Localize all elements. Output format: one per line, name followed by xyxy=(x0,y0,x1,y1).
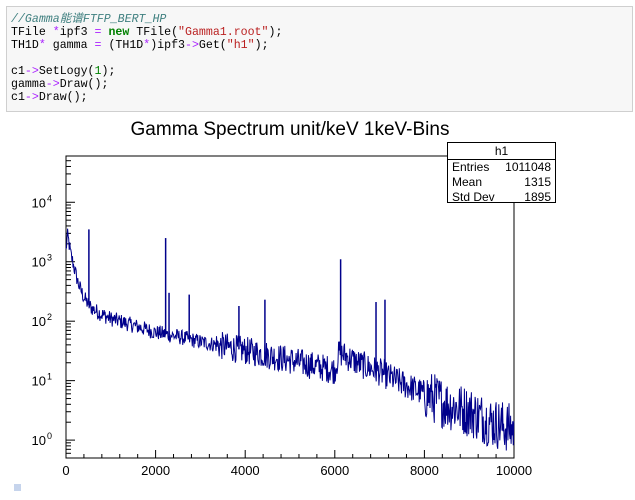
code-token: TFile( xyxy=(129,26,179,39)
code-token: ); xyxy=(101,65,116,78)
stats-label: Entries xyxy=(452,160,490,174)
y-tick-label: 10 xyxy=(32,433,46,448)
stats-label: Mean xyxy=(452,175,483,189)
x-tick-labels: 0 2000 4000 6000 8000 10000 xyxy=(62,463,532,478)
code-token: TFile xyxy=(11,26,53,39)
x-tick-label: 10000 xyxy=(496,463,532,478)
code-operator: * xyxy=(143,39,151,52)
code-token: c1 xyxy=(11,91,25,104)
code-operator: -> xyxy=(45,78,60,91)
code-token: TH1D xyxy=(11,39,39,52)
code-operator: * xyxy=(38,39,46,52)
code-token: Get( xyxy=(198,39,227,52)
code-token: c1 xyxy=(11,65,25,78)
code-line: //Gamma能谱FTFP_BERT_HP xyxy=(11,13,166,26)
y-tick-exponent: 3 xyxy=(47,253,52,263)
x-tick-label: 8000 xyxy=(410,463,439,478)
y-tick-label: 10 xyxy=(32,195,46,210)
stats-value: 1895 xyxy=(524,190,551,204)
stats-box: h1 Entries 1011048 Mean 1315 Std Dev 1895 xyxy=(447,142,556,205)
stats-value: 1011048 xyxy=(505,160,551,174)
spectrum-line xyxy=(65,228,515,451)
code-token: )ipf3 xyxy=(150,39,185,52)
code-operator: * xyxy=(52,26,60,39)
code-line: TH1D* gamma = (TH1D*)ipf3->Get("h1"); xyxy=(11,39,269,52)
code-string: "h1" xyxy=(226,39,255,52)
code-operator: -> xyxy=(24,91,39,104)
y-tick-exponent: 1 xyxy=(47,372,52,382)
code-operator: = xyxy=(94,39,102,52)
scrollbar-marker[interactable] xyxy=(14,484,21,491)
chart-title: Gamma Spectrum unit/keV 1keV-Bins xyxy=(130,119,450,140)
plot-frame xyxy=(65,155,515,459)
code-token: gamma xyxy=(11,78,46,91)
x-tick-label: 4000 xyxy=(231,463,260,478)
y-tick-exponent: 2 xyxy=(47,312,52,322)
stats-row: Mean 1315 xyxy=(448,175,555,190)
stats-title: h1 xyxy=(448,143,555,160)
code-token: ); xyxy=(254,39,269,52)
stats-label: Std Dev xyxy=(452,190,495,204)
code-line: c1->SetLogy(1); xyxy=(11,65,115,78)
code-token: ); xyxy=(268,26,283,39)
x-tick-label: 6000 xyxy=(320,463,349,478)
code-operator: -> xyxy=(185,39,199,52)
stats-row: Std Dev 1895 xyxy=(448,190,555,205)
stats-value: 1315 xyxy=(524,175,551,189)
peak-lines xyxy=(88,229,386,375)
code-line: c1->Draw(); xyxy=(11,91,88,104)
code-string: "Gamma1.root" xyxy=(178,26,269,39)
code-keyword: new xyxy=(108,26,130,39)
axis-ticks xyxy=(65,155,515,459)
code-line: TFile *ipf3 = new TFile("Gamma1.root"); xyxy=(11,26,282,39)
y-tick-exponent: 0 xyxy=(47,431,52,441)
code-token: gamma xyxy=(45,39,95,52)
code-comment: //Gamma能谱FTFP_BERT_HP xyxy=(11,13,167,26)
code-cell[interactable]: //Gamma能谱FTFP_BERT_HP TFile *ipf3 = new … xyxy=(6,6,633,112)
y-tick-label: 10 xyxy=(32,255,46,270)
code-line: gamma->Draw(); xyxy=(11,78,108,91)
code-token: Draw(); xyxy=(59,78,109,91)
y-tick-exponent: 4 xyxy=(47,193,52,203)
y-tick-label: 10 xyxy=(32,314,46,329)
code-token: ipf3 xyxy=(59,26,95,39)
code-token: Draw(); xyxy=(38,91,88,104)
code-operator: = xyxy=(94,26,102,39)
x-tick-label: 0 xyxy=(62,463,69,478)
code-operator: -> xyxy=(24,65,39,78)
code-token: SetLogy( xyxy=(38,65,95,78)
code-number: 1 xyxy=(94,65,102,78)
y-tick-label: 10 xyxy=(32,374,46,389)
x-tick-label: 2000 xyxy=(141,463,170,478)
code-token: (TH1D xyxy=(101,39,144,52)
stats-row: Entries 1011048 xyxy=(448,160,555,175)
